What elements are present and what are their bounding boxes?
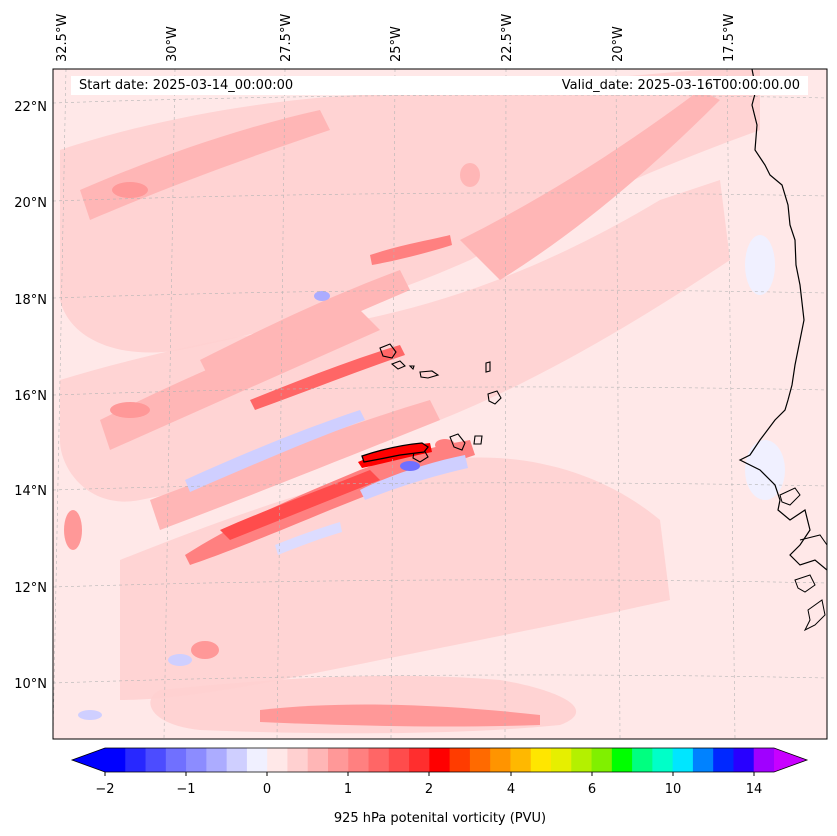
colorbar-segment: [206, 748, 228, 772]
start-date-label: Start date: 2025-03-14_00:00:00: [79, 78, 294, 93]
colorbar-tick-label: −2: [95, 782, 114, 797]
pv-negative-streak-1: [185, 410, 365, 492]
colorbar-segment: [348, 748, 370, 772]
colorbar-segment: [105, 748, 126, 772]
colorbar-segment: [510, 748, 532, 772]
lat-label: 14°N: [14, 484, 47, 499]
pv-streak-1: [100, 310, 380, 450]
colorbar-tick-label: −1: [176, 782, 195, 797]
gridlines: [53, 69, 827, 739]
africa-coastline: [738, 69, 827, 571]
lon-label: 27.5°W: [279, 14, 294, 62]
pv-main-streak-inner: [220, 470, 380, 540]
cabo-verde-islands: [379, 343, 502, 463]
colorbar-segment: [713, 748, 734, 772]
colorbar-segment: [145, 748, 167, 772]
lon-label: 30°W: [165, 26, 180, 62]
pv-streak-ne: [460, 90, 720, 280]
pv-streak-2: [200, 270, 410, 380]
pv-main-streak-outer: [185, 440, 475, 565]
colorbar-tick-label: 10: [665, 782, 682, 797]
colorbar: [70, 747, 809, 773]
colorbar-segment: [469, 748, 491, 772]
colorbar-segment: [226, 748, 248, 772]
pv-negative-streak-3: [275, 522, 342, 555]
pv-blob-1: [112, 182, 148, 198]
pv-negative-core: [400, 461, 420, 471]
island-outline-black: [361, 442, 429, 463]
lon-labels: 32.5°W 30°W 27.5°W 25°W 22.5°W 20°W 17.5…: [55, 14, 737, 62]
pv-streak-upper-red: [250, 345, 405, 410]
pv-blob-6: [435, 439, 455, 451]
lon-label: 25°W: [389, 26, 404, 62]
colorbar-segment: [571, 748, 593, 772]
pv-streak-bottom: [260, 704, 540, 727]
colorbar-ticks: −2 −1 0 1 2 4 6 10 14 925 hPa potenital …: [95, 772, 762, 826]
lon-label: 20°W: [611, 26, 626, 62]
pv-blob-4: [110, 402, 150, 418]
lat-label: 20°N: [14, 196, 47, 211]
colorbar-segment: [125, 748, 147, 772]
pv-negative-streak-2: [360, 455, 468, 500]
lat-label: 16°N: [14, 389, 47, 404]
pv-blob-3: [191, 641, 219, 659]
colorbar-tick-label: 14: [746, 782, 763, 797]
colorbar-segment: [652, 748, 674, 772]
lon-label: 32.5°W: [55, 14, 70, 62]
colorbar-segment: [692, 748, 714, 772]
colorbar-segment: [165, 748, 187, 772]
colorbar-segment: [551, 748, 572, 772]
lat-labels: 22°N 20°N 18°N 16°N 14°N 12°N 10°N: [14, 100, 47, 692]
colorbar-segment: [368, 748, 390, 772]
colorbar-tick-label: 2: [425, 782, 433, 797]
colorbar-extend-min: [72, 748, 105, 772]
map-frame: [52, 68, 828, 740]
pv-streak-north-red: [370, 235, 452, 265]
colorbar-segment: [672, 748, 694, 772]
valid-date-label: Valid_date: 2025-03-16T00:00:00.00: [561, 78, 800, 93]
colorbar-segment: [490, 748, 511, 772]
pv-streak-3: [150, 400, 440, 530]
colorbar-segment: [388, 748, 410, 772]
lon-label: 22.5°W: [500, 14, 515, 62]
pv-field: [53, 69, 827, 739]
lat-label: 18°N: [14, 293, 47, 308]
pv-blob-5: [460, 163, 480, 187]
pv-negative-blob-1: [314, 291, 330, 301]
lat-label: 22°N: [14, 100, 47, 115]
colorbar-segment: [287, 748, 309, 772]
pv-blob-2: [64, 510, 82, 550]
colorbar-segment: [328, 748, 349, 772]
colorbar-segment: [307, 748, 329, 772]
pv-negative-blob-3: [78, 710, 102, 720]
lat-label: 10°N: [14, 677, 47, 692]
colorbar-segment: [753, 748, 775, 772]
colorbar-extend-max: [774, 748, 807, 772]
pv-negative-blob-4: [745, 235, 775, 295]
colorbar-tick-label: 0: [263, 782, 271, 797]
pv-band-mid: [60, 180, 730, 502]
colorbar-segment: [409, 748, 430, 772]
lon-label: 17.5°W: [722, 14, 737, 62]
colorbar-segment: [611, 748, 633, 772]
colorbar-segment: [267, 748, 288, 772]
colorbar-segment: [429, 748, 451, 772]
senegal-gambia-outline: [779, 487, 827, 632]
colorbar-tick-label: 6: [588, 782, 596, 797]
colorbar-tick-label: 4: [507, 782, 515, 797]
colorbar-segment: [530, 748, 552, 772]
colorbar-segment: [246, 748, 268, 772]
colorbar-segment: [186, 748, 207, 772]
date-info-box: Start date: 2025-03-14_00:00:00 Valid_da…: [71, 76, 808, 95]
colorbar-tick-label: 1: [344, 782, 352, 797]
colorbar-segment: [591, 748, 613, 772]
colorbar-segment: [733, 748, 755, 772]
colorbar-label: 925 hPa potenital vorticity (PVU): [334, 811, 546, 826]
lat-label: 12°N: [14, 581, 47, 596]
pv-negative-blob-5: [745, 440, 785, 500]
colorbar-segment: [449, 748, 471, 772]
pv-negative-blob-2: [168, 654, 192, 666]
colorbar-segment: [632, 748, 653, 772]
